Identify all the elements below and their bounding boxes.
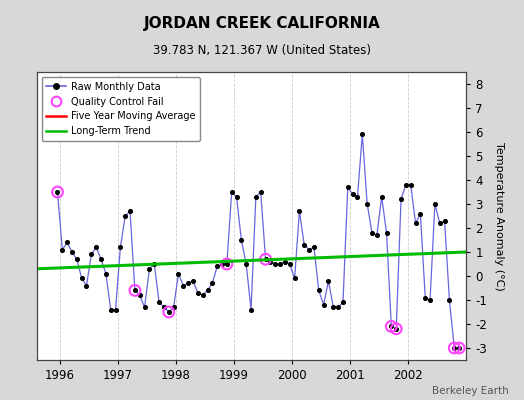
Text: JORDAN CREEK CALIFORNIA: JORDAN CREEK CALIFORNIA	[144, 16, 380, 31]
Point	[63, 239, 71, 246]
Point	[227, 189, 236, 195]
Point	[450, 345, 458, 351]
Point	[455, 345, 463, 351]
Point	[169, 304, 178, 310]
Point	[145, 266, 154, 272]
Point	[411, 220, 420, 226]
Y-axis label: Temperature Anomaly (°C): Temperature Anomaly (°C)	[494, 142, 504, 290]
Point	[203, 287, 212, 294]
Point	[218, 261, 226, 267]
Point	[300, 242, 309, 248]
Point	[320, 302, 328, 308]
Point	[383, 230, 391, 236]
Point	[252, 194, 260, 200]
Point	[286, 261, 294, 267]
Point	[237, 237, 246, 243]
Point	[314, 287, 323, 294]
Point	[450, 345, 458, 351]
Point	[334, 304, 342, 310]
Point	[53, 189, 62, 195]
Point	[208, 280, 216, 286]
Point	[421, 294, 430, 301]
Point	[281, 258, 289, 265]
Point	[155, 299, 163, 306]
Point	[368, 230, 376, 236]
Point	[339, 299, 347, 306]
Point	[223, 261, 231, 267]
Point	[130, 287, 139, 294]
Point	[261, 256, 270, 262]
Point	[290, 275, 299, 282]
Point	[353, 194, 362, 200]
Point	[431, 201, 439, 207]
Point	[68, 249, 76, 255]
Point	[184, 280, 192, 286]
Point	[213, 263, 221, 270]
Point	[392, 326, 400, 332]
Point	[247, 306, 255, 313]
Point	[150, 261, 158, 267]
Point	[92, 244, 101, 250]
Text: 39.783 N, 121.367 W (United States): 39.783 N, 121.367 W (United States)	[153, 44, 371, 57]
Point	[271, 261, 279, 267]
Point	[305, 246, 313, 253]
Point	[174, 270, 183, 277]
Point	[363, 201, 372, 207]
Point	[73, 256, 81, 262]
Point	[242, 261, 250, 267]
Point	[266, 258, 275, 265]
Point	[106, 306, 115, 313]
Point	[116, 244, 125, 250]
Point	[53, 189, 62, 195]
Legend: Raw Monthly Data, Quality Control Fail, Five Year Moving Average, Long-Term Tren: Raw Monthly Data, Quality Control Fail, …	[41, 77, 200, 141]
Point	[130, 287, 139, 294]
Point	[97, 256, 105, 262]
Point	[193, 290, 202, 296]
Point	[111, 306, 119, 313]
Point	[392, 326, 400, 332]
Point	[426, 297, 434, 303]
Point	[257, 189, 265, 195]
Point	[387, 323, 396, 330]
Point	[87, 251, 95, 258]
Point	[232, 194, 241, 200]
Point	[387, 323, 396, 330]
Point	[78, 275, 86, 282]
Point	[344, 184, 352, 190]
Point	[329, 304, 337, 310]
Point	[455, 345, 463, 351]
Point	[121, 213, 129, 219]
Point	[223, 261, 231, 267]
Point	[82, 282, 91, 289]
Point	[445, 297, 454, 303]
Point	[160, 304, 168, 310]
Point	[435, 220, 444, 226]
Point	[402, 182, 410, 188]
Point	[348, 191, 357, 198]
Point	[416, 210, 424, 217]
Point	[179, 282, 188, 289]
Point	[324, 278, 333, 284]
Point	[397, 196, 405, 202]
Point	[295, 208, 303, 214]
Point	[358, 131, 366, 138]
Point	[136, 292, 144, 298]
Point	[165, 309, 173, 315]
Point	[373, 232, 381, 238]
Point	[126, 208, 134, 214]
Point	[199, 292, 207, 298]
Point	[261, 256, 270, 262]
Point	[102, 270, 110, 277]
Point	[140, 304, 149, 310]
Text: Berkeley Earth: Berkeley Earth	[432, 386, 508, 396]
Point	[276, 261, 285, 267]
Point	[407, 182, 415, 188]
Point	[440, 218, 449, 224]
Point	[189, 278, 197, 284]
Point	[310, 244, 318, 250]
Point	[58, 246, 67, 253]
Point	[165, 309, 173, 315]
Point	[377, 194, 386, 200]
